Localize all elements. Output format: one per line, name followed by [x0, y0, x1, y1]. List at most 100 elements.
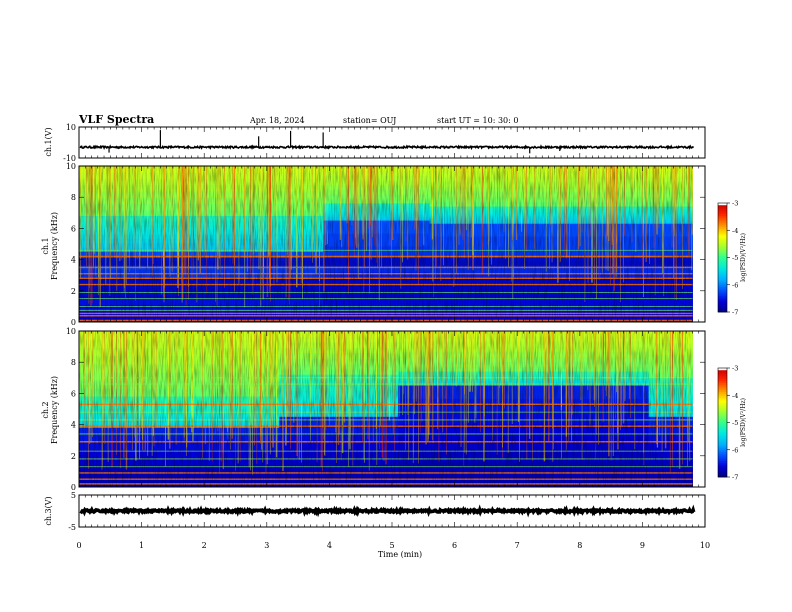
- colorbar-cell: [718, 246, 727, 249]
- colorbar-cell: [718, 262, 727, 266]
- colorbar-cell: [718, 217, 727, 220]
- colorbar-cell: [718, 469, 727, 472]
- colorbar-cell: [718, 275, 727, 278]
- colorbar-cell: [718, 420, 727, 423]
- colorbar-cell: [718, 279, 727, 282]
- colorbar-cell: [718, 295, 727, 298]
- colorbar-cell: [718, 462, 727, 465]
- colorbar-cell: [718, 213, 727, 217]
- colorbar-cell: [718, 397, 727, 400]
- colorbar-cell: [718, 237, 727, 240]
- colorbar-cell: [718, 219, 727, 222]
- ylabel-line: Frequency (kHz): [50, 212, 59, 280]
- colorbar-cell: [718, 471, 727, 474]
- colorbar-cell: [718, 233, 727, 237]
- y-tick-label: 10: [66, 123, 76, 132]
- y-tick-label: 2: [71, 287, 76, 296]
- colorbar-cell: [718, 453, 727, 456]
- colorbar-cell: [718, 270, 727, 273]
- colorbar-cell: [718, 290, 727, 293]
- colorbar-cell: [718, 417, 727, 420]
- colorbar-cell: [718, 235, 727, 238]
- colorbar-cell: [718, 377, 727, 380]
- spectrogram-speckle: [79, 331, 693, 487]
- colorbar-label: log(PSD)(V²/Hz): [740, 398, 747, 447]
- station-label: station= OUJ: [343, 116, 396, 125]
- colorbar-cell: [718, 273, 727, 277]
- colorbar-cell: [718, 400, 727, 403]
- colorbar-cell: [718, 444, 727, 447]
- colorbar-cell: [718, 451, 727, 454]
- x-tick-label: 1: [139, 541, 144, 550]
- x-tick-label: 4: [327, 541, 332, 550]
- y-tick-label: 5: [71, 491, 76, 500]
- ylabel-line: Frequency (kHz): [50, 376, 59, 444]
- colorbar-cell: [718, 384, 727, 387]
- colorbar-cell: [718, 386, 727, 389]
- x-tick-label: 7: [515, 541, 520, 550]
- colorbar-cell: [718, 404, 727, 407]
- colorbar-cell: [718, 288, 727, 291]
- colorbar-cell: [718, 409, 727, 412]
- y-tick-label: -5: [68, 523, 76, 532]
- colorbar-cell: [718, 447, 727, 451]
- colorbar-cell: [718, 449, 727, 452]
- colorbar-cell: [718, 204, 727, 208]
- colorbar-cell: [718, 466, 727, 469]
- spectrogram-image: [79, 166, 705, 322]
- colorbar-cell: [718, 375, 727, 378]
- colorbar-cell: [718, 221, 727, 224]
- colorbar-cell: [718, 250, 727, 253]
- colorbar-cell: [718, 286, 727, 289]
- y-tick-label: 10: [66, 162, 76, 171]
- colorbar-cell: [718, 222, 727, 226]
- ch2-spectrogram-panel: 0 2 4 6 8 10: [66, 327, 706, 492]
- colorbar-cell: [718, 460, 727, 463]
- colorbar-cell: [718, 464, 727, 467]
- colorbar-cell: [718, 206, 727, 209]
- y-tick-label: 6: [71, 224, 76, 233]
- colorbar-tick-label: -3: [732, 200, 738, 208]
- ylabel-line: ch.2: [41, 401, 50, 418]
- colorbar-cell: [718, 293, 727, 297]
- colorbar-tick-label: -5: [732, 419, 738, 427]
- colorbar-cell: [718, 282, 727, 286]
- colorbar-cell: [718, 429, 727, 432]
- colorbar-cell: [718, 272, 727, 275]
- colorbar-cell: [718, 306, 727, 309]
- colorbar-cell: [718, 413, 727, 416]
- x-tick-label: 2: [202, 541, 207, 550]
- colorbar-cell: [718, 437, 727, 440]
- y-tick-label: 4: [71, 256, 76, 265]
- y-tick-label: 0: [71, 483, 76, 492]
- colorbar-cell: [718, 440, 727, 443]
- colorbar-cell: [718, 253, 727, 257]
- colorbar-cell: [718, 264, 727, 267]
- colorbar-cell: [718, 380, 727, 383]
- colorbar-cell: [718, 244, 727, 247]
- x-tick-label: 5: [389, 541, 394, 550]
- colorbar-cell: [718, 391, 727, 394]
- colorbar-cell: [718, 212, 727, 215]
- colorbar-cell: [718, 208, 727, 211]
- colorbar-tick-label: -6: [732, 446, 738, 454]
- ch1-spectrogram-panel: 0 2 4 6 8 10: [66, 162, 706, 327]
- ch1-colorbar: -3 -4 -5 -6 -7 log(PSD)(V²/Hz): [717, 200, 747, 317]
- colorbar-tick-label: -4: [732, 392, 738, 400]
- colorbar-tick-label: -6: [732, 281, 738, 289]
- colorbar-cell: [718, 473, 727, 476]
- colorbar-cell: [718, 281, 727, 284]
- colorbar-cell: [718, 226, 727, 229]
- colorbar-cell: [718, 438, 727, 442]
- colorbar-cell: [718, 373, 727, 376]
- colorbar-cell: [718, 431, 727, 434]
- colorbar-cell: [718, 241, 727, 244]
- x-tick-label: 3: [264, 541, 269, 550]
- y-tick-label: 8: [71, 193, 76, 202]
- colorbar-cell: [718, 224, 727, 228]
- y-tick-label: 4: [71, 421, 76, 430]
- colorbar-cell: [718, 242, 727, 246]
- colorbar-cell: [718, 299, 727, 302]
- x-tick-label: 0: [76, 541, 81, 550]
